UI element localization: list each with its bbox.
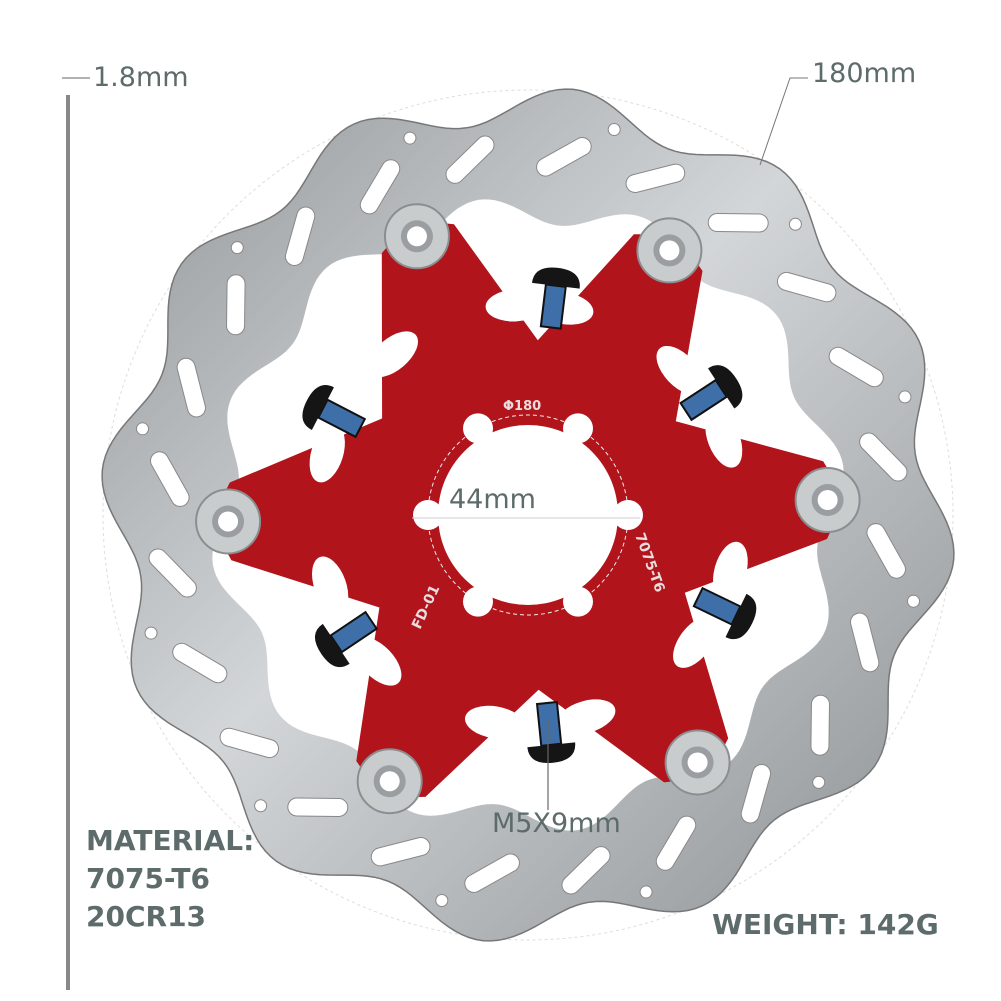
rotor-slot <box>359 159 401 215</box>
bolt <box>692 586 757 640</box>
rotor-hole <box>906 594 920 608</box>
rotor-slot <box>776 271 837 303</box>
carrier-cutout <box>673 616 718 668</box>
bolt <box>531 267 580 330</box>
rotor-slot <box>287 797 349 817</box>
bolt <box>302 385 367 439</box>
rotor-hole <box>230 241 244 255</box>
rotor-slot <box>655 815 697 871</box>
bolt-head <box>708 365 743 409</box>
center-hole <box>438 425 618 605</box>
rotor-slot <box>172 642 228 684</box>
bolt-thread <box>316 398 367 439</box>
bolt-thread <box>692 586 742 626</box>
rotor-slot <box>810 694 830 756</box>
rotor-hole <box>812 775 826 789</box>
bolt <box>314 610 379 668</box>
marking-size: Φ180 <box>503 399 541 414</box>
rotor-slot <box>176 357 206 418</box>
bolt-head <box>302 385 334 430</box>
rotor-slot <box>859 432 908 482</box>
rotor-hole <box>898 390 912 404</box>
carrier-cutout <box>353 637 402 686</box>
diameter-label: 180mm <box>812 58 917 89</box>
rotor-slot <box>707 213 769 233</box>
bolt-thread <box>535 700 563 747</box>
rivet-hole <box>406 226 427 247</box>
mount-hole <box>563 586 593 617</box>
rivet-hole <box>379 771 400 792</box>
bolt-head <box>725 593 757 640</box>
rotor-slot <box>284 206 316 267</box>
rotor-slot <box>561 846 611 895</box>
bolt-head <box>314 623 350 668</box>
bolt-size-label: M5X9mm <box>492 808 621 839</box>
rotor-slot <box>464 853 520 893</box>
mount-hole <box>463 586 493 617</box>
rotor-slot <box>150 451 190 507</box>
mount-hole <box>563 413 593 444</box>
rivet-hole <box>817 490 838 511</box>
rotor-slot <box>866 523 906 579</box>
bolts <box>302 267 757 764</box>
rotor-hole <box>403 131 417 145</box>
rivets <box>195 203 861 815</box>
rotor-hole <box>136 422 150 436</box>
carrier-cutout <box>367 331 418 378</box>
thickness-label: 1.8mm <box>93 62 189 93</box>
carrier-cutout <box>485 289 546 322</box>
red-carrier <box>210 219 846 798</box>
carrier-cutout <box>713 541 748 601</box>
rotor-hole <box>435 893 449 907</box>
carrier-cutout <box>656 345 704 395</box>
outline-circle <box>102 89 954 941</box>
carrier-cutout <box>557 699 616 735</box>
rotor-slot <box>625 163 686 193</box>
bolt-thread <box>539 283 567 330</box>
bolt-head <box>527 742 576 764</box>
rotor-slot <box>219 727 280 759</box>
rotor-slot <box>850 612 880 673</box>
weight-label: WEIGHT: 142G <box>712 908 939 941</box>
rotor-slot <box>370 837 431 867</box>
center-hole-label: 44mm <box>449 484 536 515</box>
rotor-slot <box>828 346 884 388</box>
carrier-cutout <box>705 410 743 468</box>
diameter-leader <box>759 77 808 166</box>
bolt <box>527 700 576 764</box>
bolt <box>679 365 743 422</box>
rotor-slot <box>445 135 495 184</box>
rotor-hole <box>639 885 653 899</box>
rotor-slot <box>536 137 592 177</box>
carrier-cutout <box>312 556 349 615</box>
rotor-slot <box>148 548 197 598</box>
rotor-hole <box>788 217 802 231</box>
material-2: 20CR13 <box>86 900 207 933</box>
rotor-slot <box>740 763 772 824</box>
material-title: MATERIAL: <box>86 824 255 857</box>
rivet-hole <box>687 752 708 773</box>
material-1: 7075-T6 <box>86 862 211 895</box>
bolt-head <box>531 267 580 289</box>
rivet-hole <box>659 240 680 261</box>
rotor-hole <box>144 626 158 640</box>
rotor-hole <box>254 799 268 813</box>
carrier-cutout <box>464 705 525 739</box>
mount-hole <box>463 413 493 444</box>
mount-hole <box>413 500 443 530</box>
rivet-hole <box>218 511 239 532</box>
carrier-cutout <box>309 424 345 483</box>
mount-hole <box>613 500 643 530</box>
rotor-hole <box>607 123 621 137</box>
rotor-slot <box>226 274 246 336</box>
